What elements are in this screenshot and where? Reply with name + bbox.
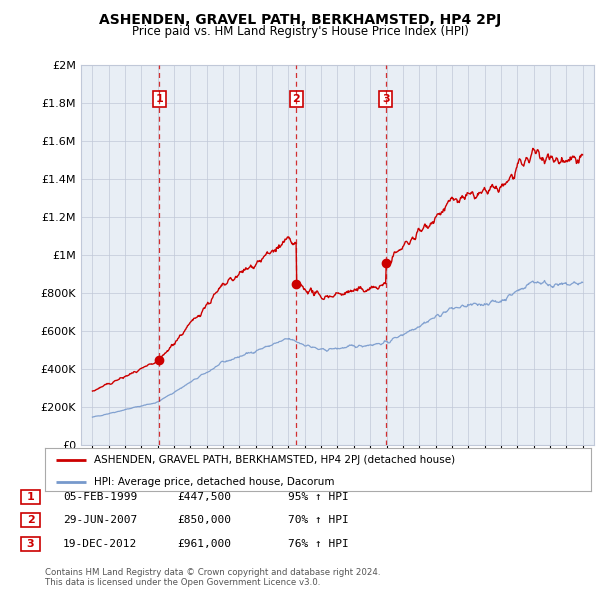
Text: 70% ↑ HPI: 70% ↑ HPI (288, 516, 349, 525)
Text: 76% ↑ HPI: 76% ↑ HPI (288, 539, 349, 549)
Text: 3: 3 (27, 539, 34, 549)
Text: Contains HM Land Registry data © Crown copyright and database right 2024.
This d: Contains HM Land Registry data © Crown c… (45, 568, 380, 587)
Text: ASHENDEN, GRAVEL PATH, BERKHAMSTED, HP4 2PJ (detached house): ASHENDEN, GRAVEL PATH, BERKHAMSTED, HP4 … (94, 455, 455, 465)
Text: £961,000: £961,000 (177, 539, 231, 549)
Text: 1: 1 (155, 94, 163, 104)
Text: ASHENDEN, GRAVEL PATH, BERKHAMSTED, HP4 2PJ: ASHENDEN, GRAVEL PATH, BERKHAMSTED, HP4 … (99, 13, 501, 27)
Text: 2: 2 (293, 94, 301, 104)
Text: £447,500: £447,500 (177, 492, 231, 502)
Text: 95% ↑ HPI: 95% ↑ HPI (288, 492, 349, 502)
Text: 05-FEB-1999: 05-FEB-1999 (63, 492, 137, 502)
Text: 3: 3 (382, 94, 389, 104)
Text: HPI: Average price, detached house, Dacorum: HPI: Average price, detached house, Daco… (94, 477, 335, 487)
Text: £850,000: £850,000 (177, 516, 231, 525)
Text: 2: 2 (27, 516, 34, 525)
Text: Price paid vs. HM Land Registry's House Price Index (HPI): Price paid vs. HM Land Registry's House … (131, 25, 469, 38)
Text: 29-JUN-2007: 29-JUN-2007 (63, 516, 137, 525)
Text: 19-DEC-2012: 19-DEC-2012 (63, 539, 137, 549)
Text: 1: 1 (27, 492, 34, 502)
